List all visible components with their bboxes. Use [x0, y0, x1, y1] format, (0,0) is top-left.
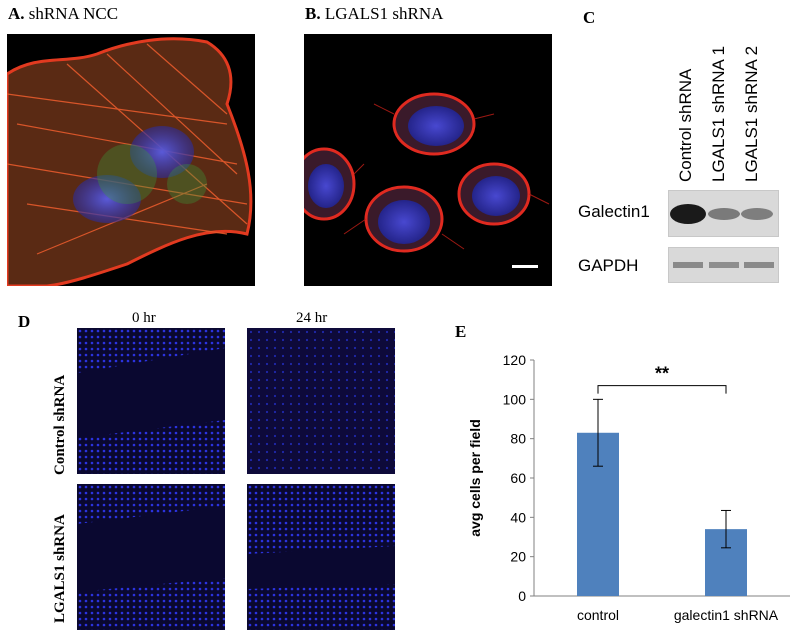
significance-marker: ** — [655, 364, 669, 384]
panel-c-label: C — [583, 8, 595, 28]
panel-c-letter: C — [583, 8, 596, 27]
band-control — [673, 262, 703, 268]
panel-b-label: B. LGALS1 shRNA — [305, 4, 443, 24]
panel-a-micrograph — [7, 34, 255, 286]
y-tick-label: 0 — [518, 588, 526, 604]
band-lgals1-2 — [744, 262, 774, 268]
y-tick-label: 20 — [510, 549, 526, 565]
lane-label-1: Control shRNA — [676, 68, 695, 182]
scale-bar — [512, 265, 538, 268]
nucleus-4 — [308, 164, 344, 208]
panel-b-micrograph — [304, 34, 552, 286]
wound-lgals1-24hr — [247, 484, 395, 630]
panel-e-letter: E — [455, 322, 467, 341]
y-tick-label: 80 — [510, 431, 526, 447]
nucleus-2 — [73, 175, 141, 223]
panel-d-label: D — [18, 312, 30, 332]
y-tick-label: 60 — [510, 470, 526, 486]
nucleus-3 — [378, 200, 430, 244]
gapdh-blot — [668, 247, 779, 283]
wound-control-24hr — [247, 328, 395, 474]
panel-a-title: shRNA NCC — [28, 4, 119, 23]
panel-b-title: LGALS1 shRNA — [324, 4, 444, 23]
row-label-lgals1: LGALS1 shRNA — [52, 514, 68, 623]
band-lgals1-1 — [709, 262, 739, 268]
y-axis-title: avg cells per field — [467, 419, 483, 537]
band-lgals1-1 — [708, 208, 740, 220]
nucleus-1 — [408, 106, 464, 146]
time-label-0hr: 0 hr — [132, 310, 156, 326]
y-tick-label: 40 — [510, 509, 526, 525]
band-lgals1-2 — [741, 208, 773, 220]
significance-bracket — [597, 385, 727, 394]
y-tick-label: 100 — [503, 391, 527, 407]
wound-lgals1-0hr — [77, 484, 225, 630]
bar-chart-svg: 0 20 40 60 80 100 120 avg cells per field contro… — [467, 352, 790, 623]
lane-label-3: LGALS1 shRNA 2 — [742, 45, 761, 182]
nucleus-1 — [130, 126, 194, 178]
panel-d-letter: D — [18, 312, 31, 331]
time-label-24hr: 24 hr — [296, 310, 328, 326]
wound-control-0hr — [77, 328, 225, 474]
bar-chart: 0 20 40 60 80 100 120 avg cells per field contro… — [450, 330, 800, 633]
panel-b-letter: B. — [305, 4, 321, 23]
blot-row-label-gapdh: GAPDH — [578, 256, 639, 275]
x-tick-label: galectin1 shRNA — [674, 607, 779, 623]
panel-e-label: E — [455, 322, 466, 342]
band-control — [670, 204, 706, 224]
panel-a-letter: A. — [8, 4, 25, 23]
row-label-control: Control shRNA — [52, 374, 68, 475]
galectin1-blot — [668, 190, 779, 237]
x-tick-label: control — [577, 607, 619, 623]
lane-label-2: LGALS1 shRNA 1 — [709, 45, 728, 182]
nucleus-2 — [472, 176, 520, 216]
blot-row-label-galectin1: Galectin1 — [578, 202, 650, 221]
panel-a-label: A. shRNA NCC — [8, 4, 118, 24]
y-tick-label: 120 — [503, 352, 527, 368]
